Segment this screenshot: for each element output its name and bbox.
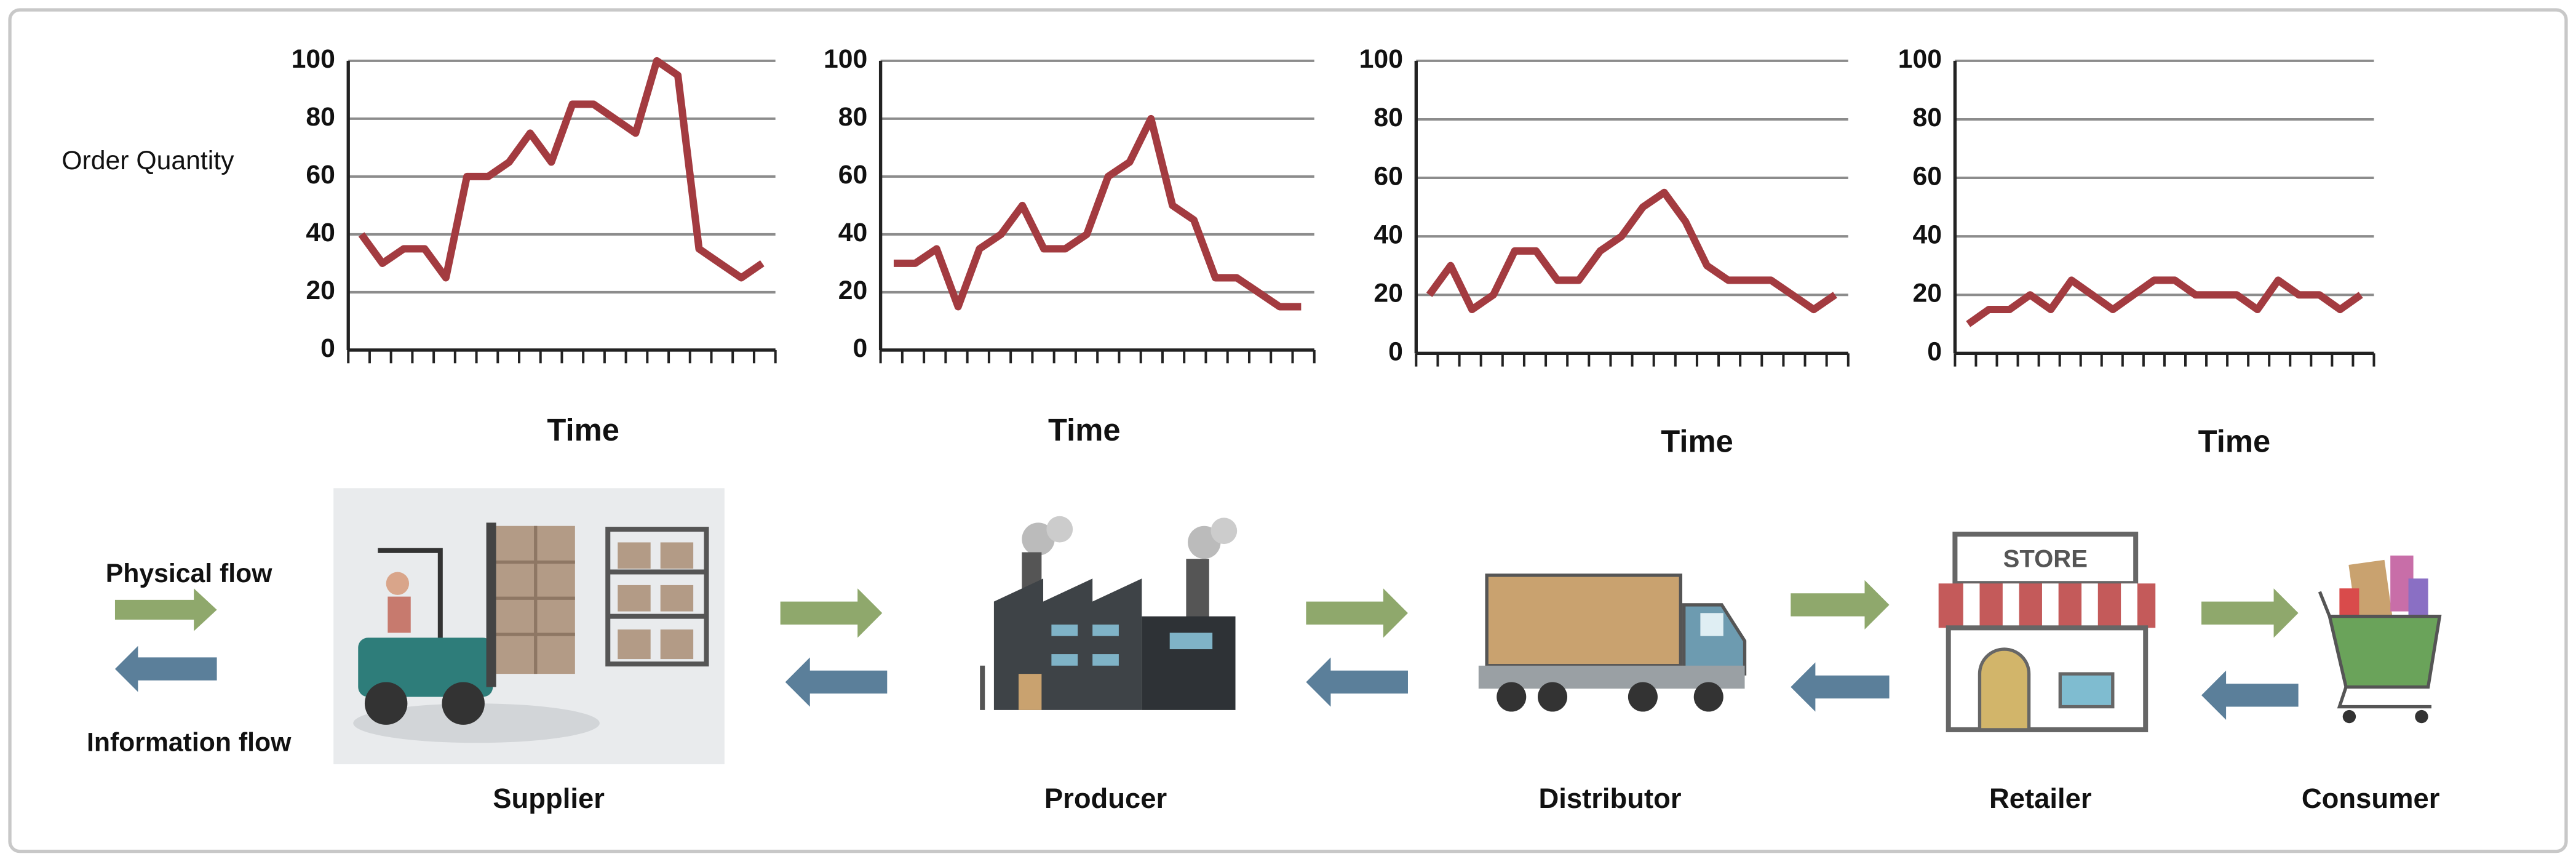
node-label: Producer <box>1044 783 1167 814</box>
order-line <box>893 114 1302 311</box>
y-tick-label: 60 <box>1373 161 1403 191</box>
y-tick-label: 80 <box>306 102 335 132</box>
green-arrow <box>114 588 217 631</box>
producer-icon <box>980 516 1238 710</box>
node-label: Retailer <box>1989 783 2092 814</box>
green-arrow <box>1306 588 1408 638</box>
y-tick-label: 20 <box>306 276 335 305</box>
supplier-icon <box>333 488 725 765</box>
green-arrow <box>1791 580 1890 630</box>
x-axis-label: Time <box>547 412 619 447</box>
node-label: Supplier <box>493 783 605 814</box>
node-label: Consumer <box>2302 783 2439 814</box>
y-tick-label: 60 <box>1912 161 1942 191</box>
y-tick-label: 0 <box>853 334 867 363</box>
flow-arrows <box>780 580 2299 720</box>
y-tick-label: 100 <box>1898 44 1942 74</box>
y-tick-label: 40 <box>1373 220 1403 249</box>
y-tick-label: 80 <box>1912 103 1942 132</box>
y-label-box: Order Quantity <box>62 148 234 176</box>
y-tick-label: 80 <box>838 102 868 132</box>
info-label-box: Information flow <box>86 729 292 758</box>
green-arrow <box>2201 588 2299 638</box>
y-tick-label: 60 <box>306 160 335 190</box>
y-tick-label: 20 <box>1912 278 1942 308</box>
y-tick-label: 40 <box>1912 220 1942 249</box>
y-tick-label: 60 <box>838 160 868 190</box>
y-tick-label: 40 <box>838 218 868 247</box>
y-tick-label: 80 <box>1373 103 1403 132</box>
x-axis-label: Time <box>2198 424 2270 459</box>
y-tick-label: 100 <box>824 44 867 74</box>
y-tick-label: 0 <box>320 334 335 363</box>
physical-flow-label: Physical flow <box>106 559 272 588</box>
distributor-icon <box>1478 573 1747 712</box>
x-axis-label: Time <box>1661 424 1733 459</box>
y-tick-label: 20 <box>1373 278 1403 308</box>
blue-arrow <box>785 657 888 707</box>
x-axis-label: Time <box>1048 412 1121 447</box>
blue-arrow <box>1791 662 1890 712</box>
consumer-icon <box>2318 555 2442 724</box>
blue-arrow <box>2201 670 2299 720</box>
y-axis-label: Order Quantity <box>62 148 234 176</box>
y-tick-label: 0 <box>1388 337 1403 367</box>
y-tick-label: 0 <box>1927 337 1942 367</box>
retailer-icon <box>1938 532 2156 732</box>
y-tick-label: 100 <box>1359 44 1403 74</box>
y-tick-label: 100 <box>292 44 335 74</box>
order-line <box>1966 276 2363 327</box>
order-line <box>1426 188 1837 313</box>
node-label: Distributor <box>1539 783 1682 814</box>
store-sign: STORE <box>2003 545 2088 572</box>
blue-arrow <box>1306 657 1408 707</box>
y-tick-label: 40 <box>306 218 335 247</box>
order-line <box>358 57 765 282</box>
information-flow-label: Information flow <box>86 729 292 758</box>
green-arrow <box>780 588 883 638</box>
y-tick-label: 20 <box>838 276 868 305</box>
